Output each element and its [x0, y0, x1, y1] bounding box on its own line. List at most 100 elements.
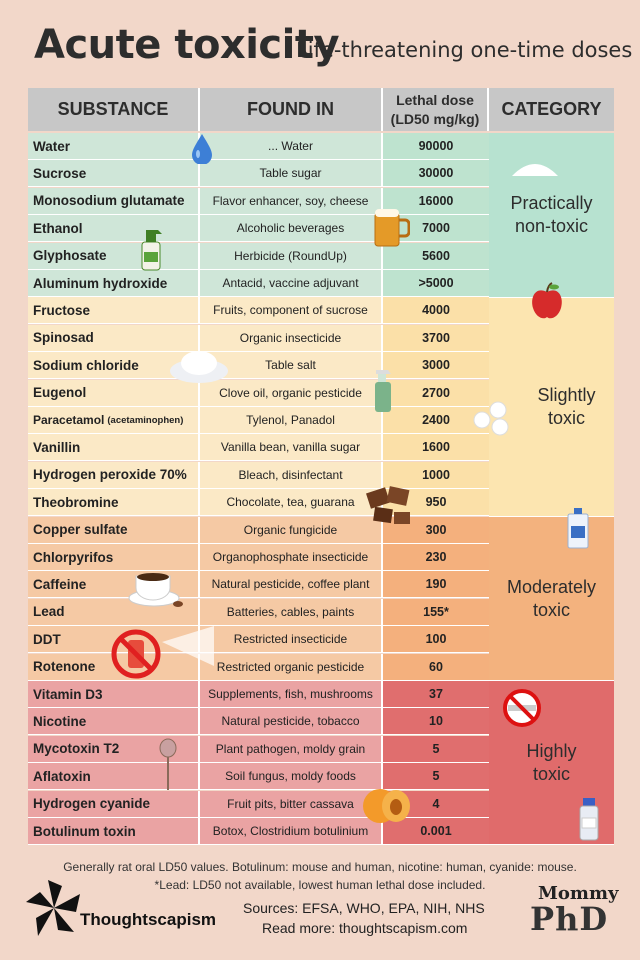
substance-name: Sucrose [28, 160, 200, 187]
header-lethal-line2: (LD50 mg/kg) [390, 110, 480, 127]
table-row: Caffeine Natural pesticide, coffee plant 1… [28, 571, 489, 599]
found-in: Botox, Clostridium botulinium [200, 818, 383, 844]
substance-name: Hydrogen peroxide 70% [28, 461, 200, 488]
substance-label: Aflatoxin [33, 768, 91, 784]
found-in: Alcoholic beverages [200, 215, 383, 242]
found-in: Organic insecticide [200, 324, 383, 351]
found-in: Plant pathogen, moldy grain [200, 735, 383, 762]
lethal-dose-value: 3700 [383, 324, 489, 351]
lethal-dose-value: 190 [383, 571, 489, 598]
lethal-dose-value: 4000 [383, 297, 489, 324]
substance-name: Water [28, 133, 200, 159]
table-row: Theobromine Chocolate, tea, guarana 950 [28, 489, 489, 517]
salt-pile-icon [170, 351, 228, 383]
table-row: Aflatoxin Soil fungus, moldy foods 5 [28, 763, 489, 791]
substance-name: Botulinum toxin [28, 818, 200, 844]
substance-label: Aluminum hydroxide [33, 275, 168, 291]
lethal-dose-value: 2700 [383, 379, 489, 406]
table-row: Lead Batteries, cables, paints 155* [28, 598, 489, 626]
substance-name: Aflatoxin [28, 763, 200, 790]
substance-label: Nicotine [33, 713, 87, 729]
found-in: Organic fungicide [200, 516, 383, 543]
found-in: Chocolate, tea, guarana [200, 489, 383, 516]
substance-label: Paracetamol [33, 413, 105, 427]
substance-name: Hydrogen cyanide [28, 790, 200, 817]
substance-name: Chlorpyrifos [28, 544, 200, 570]
substance-name: Vitamin D3 [28, 681, 200, 707]
substance-label: Spinosad [33, 330, 94, 346]
substance-label: Mycotoxin T2 [33, 741, 120, 757]
beer-mug-icon [374, 209, 410, 247]
substance-label: Water [33, 138, 71, 154]
substance-label: Ethanol [33, 220, 83, 236]
found-in: Vanilla bean, vanilla sugar [200, 434, 383, 461]
category-3-line1: Moderately [506, 576, 597, 597]
substance-name: Paracetamol (acetaminophen) [28, 407, 200, 433]
lethal-dose-value: 60 [383, 653, 489, 680]
found-in: Restricted insecticide [200, 626, 383, 653]
thoughtscapism-logo-icon [26, 880, 80, 936]
vaccine-vial-icon [579, 798, 599, 841]
water-drop-icon [192, 134, 212, 164]
substance-name: Theobromine [28, 489, 200, 516]
header-substance: SUBSTANCE [28, 88, 200, 131]
table-row: Sucrose Table sugar 30000 [28, 160, 489, 188]
lethal-dose-value: 5 [383, 763, 489, 790]
table-row: Rotenone Restricted organic pesticide 60 [28, 653, 489, 681]
coffee-cup-icon [128, 573, 183, 607]
table-row: Chlorpyrifos Organophosphate insecticide 2… [28, 544, 489, 571]
mommy-phd-logo-line2: PhD [530, 900, 609, 938]
category-1-line2: non-toxic [514, 216, 589, 236]
table-row: Water ... Water 90000 [28, 133, 489, 160]
substance-name: Fructose [28, 297, 200, 324]
substance-label: Vanillin [33, 439, 81, 455]
found-in: Natural pesticide, coffee plant [200, 571, 383, 598]
table-row: Vitamin D3 Supplements, fish, mushrooms 37 [28, 681, 489, 708]
substance-label: DDT [33, 631, 61, 647]
spray-bottle-icon [141, 230, 162, 271]
category-4-line1: Highly [526, 740, 577, 761]
substance-label: Caffeine [33, 576, 87, 592]
lethal-dose-value: 3000 [383, 352, 489, 379]
found-in: Tylenol, Panadol [200, 407, 383, 433]
found-in: Natural pesticide, tobacco [200, 708, 383, 735]
lethal-dose-value: 1600 [383, 434, 489, 461]
read-more-link[interactable]: Read more: thoughtscapism.com [262, 920, 468, 936]
header-lethal-dose: Lethal dose (LD50 mg/kg) [383, 88, 489, 131]
category-slightly-toxic: Slightly toxic [489, 298, 614, 517]
substance-name: Glyphosate [28, 242, 200, 269]
lethal-dose-value: 100 [383, 626, 489, 653]
table-row: Paracetamol (acetaminophen) Tylenol, Panad… [28, 407, 489, 434]
table-row: DDT Restricted insecticide 100 [28, 626, 489, 654]
substance-name: Spinosad [28, 324, 200, 351]
found-in: Fruits, component of sucrose [200, 297, 383, 324]
substance-label: Sucrose [33, 165, 87, 181]
lethal-dose-value: 2400 [383, 407, 489, 433]
lethal-dose-value: 0.001 [383, 818, 489, 844]
substance-label: Fructose [33, 302, 91, 318]
found-in: Soil fungus, moldy foods [200, 763, 383, 790]
footnote-values: Generally rat oral LD50 values. Botulinu… [63, 860, 577, 874]
table-row: Sodium chloride Table salt 3000 [28, 352, 489, 380]
found-in: Herbicide (RoundUp) [200, 242, 383, 269]
found-in: Table sugar [200, 160, 383, 187]
page-subtitle: Life-threatening one-time doses [296, 38, 633, 62]
substance-name: Rotenone [28, 653, 200, 680]
found-in: ... Water [200, 133, 383, 159]
lethal-dose-value: 37 [383, 681, 489, 707]
table-row: Aluminum hydroxide Antacid, vaccine adjuv… [28, 270, 489, 297]
substance-label: Rotenone [33, 659, 96, 675]
table-row: Monosodium glutamate Flavor enhancer, soy… [28, 187, 489, 215]
found-in: Antacid, vaccine adjuvant [200, 270, 383, 296]
found-in: Supplements, fish, mushrooms [200, 681, 383, 707]
table-row: Copper sulfate Organic fungicide 300 [28, 516, 489, 544]
table-row: Ethanol Alcoholic beverages 7000 [28, 215, 489, 243]
found-in: Table salt [200, 352, 383, 379]
category-1-line1: Practically [510, 193, 593, 213]
substance-label: Eugenol [33, 385, 87, 401]
substance-note: (acetaminophen) [107, 414, 184, 426]
substance-label: Lead [33, 604, 65, 620]
category-practically-non-toxic: Practically non-toxic [489, 133, 614, 298]
lethal-dose-value: 16000 [383, 187, 489, 214]
footnote-lead: *Lead: LD50 not available, lowest human … [154, 878, 486, 892]
